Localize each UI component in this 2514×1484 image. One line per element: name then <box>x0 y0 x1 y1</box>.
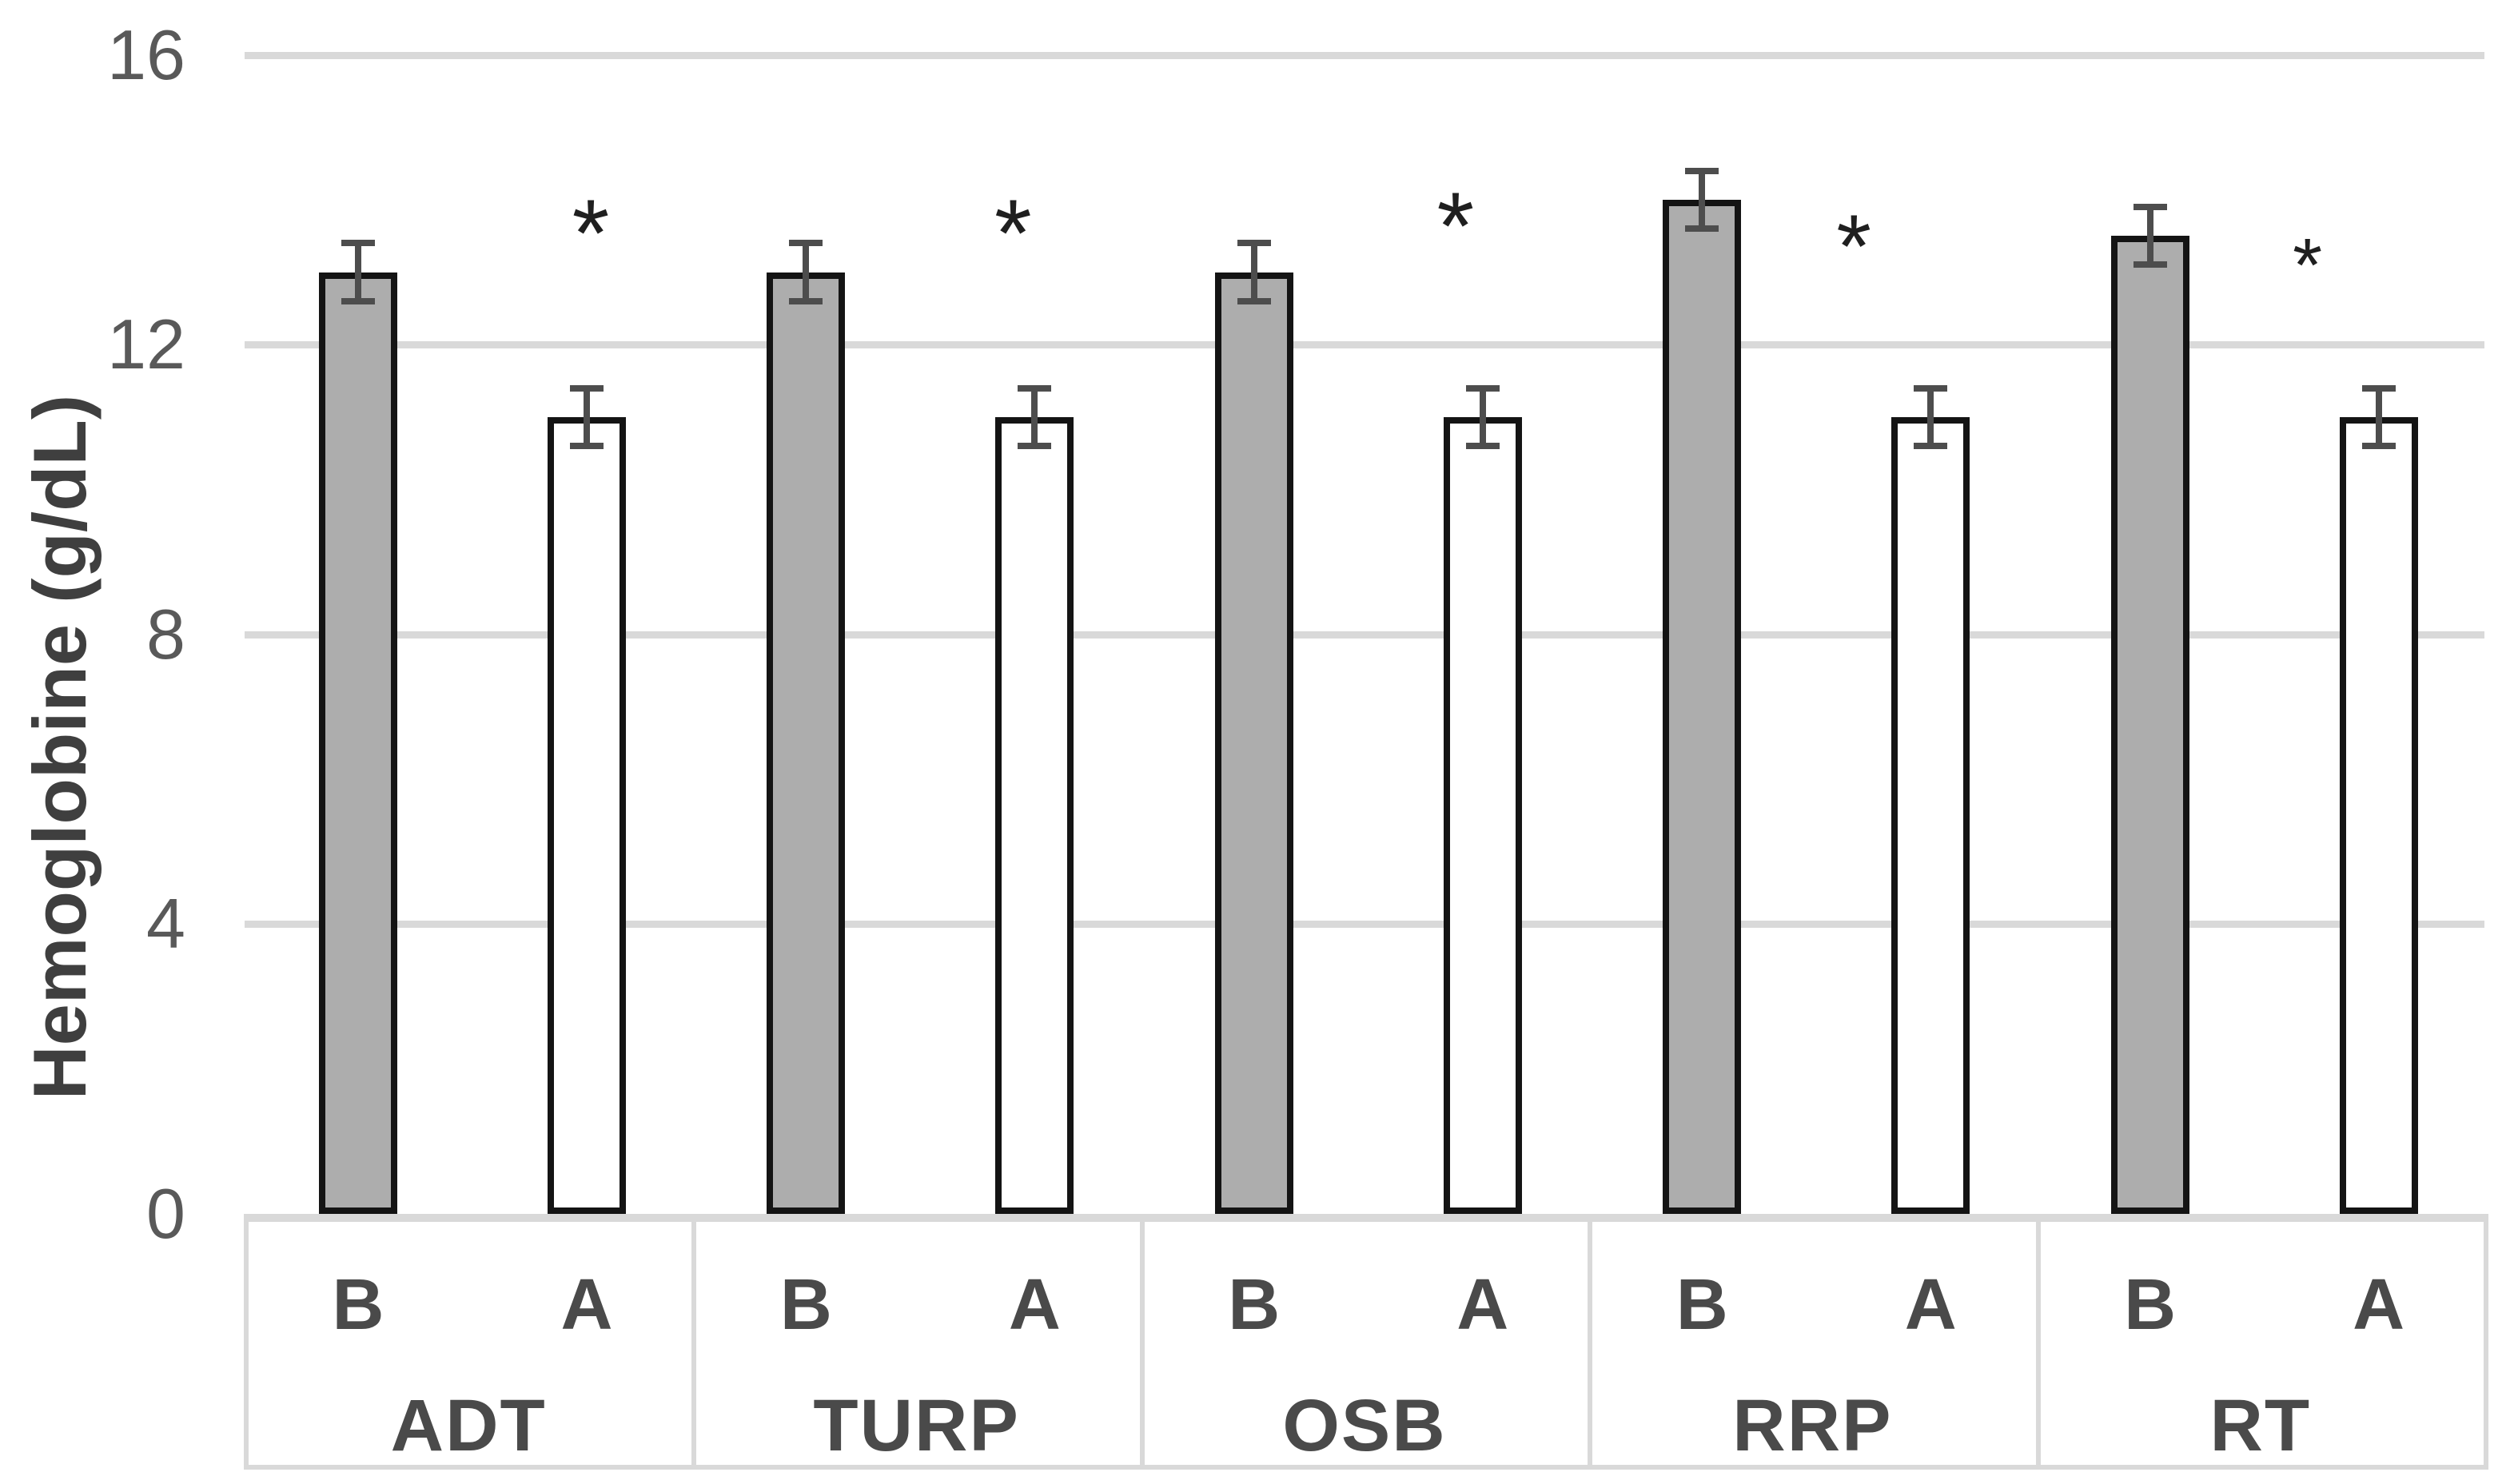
y-tick-label-0: 0 <box>146 1174 185 1253</box>
label-box-bottom-border <box>244 1465 2485 1470</box>
gridline-y4 <box>245 921 2484 929</box>
x-sub-label-a-rrp: A <box>1904 1265 1957 1345</box>
category-cell-divider <box>1588 1214 1593 1470</box>
y-axis-title: Hemoglobine (g/dL) <box>18 394 102 1100</box>
x-sub-label-b-rrp: B <box>1675 1265 1728 1345</box>
error-bar-cap-top <box>1465 384 1500 392</box>
bar-b-rt <box>2110 236 2189 1214</box>
error-bar-cap-top <box>1018 384 1052 392</box>
bar-a-osb <box>1443 416 1522 1214</box>
error-bar-whisker-a-adt <box>584 388 590 447</box>
error-bar-whisker-a-rt <box>2375 388 2382 447</box>
error-bar-cap-bottom <box>2133 261 2167 269</box>
error-bar-cap-bottom <box>570 443 604 450</box>
gridline-y16 <box>245 51 2484 59</box>
y-tick-label-4: 4 <box>146 884 185 964</box>
x-sub-label-b-adt: B <box>332 1265 384 1345</box>
significance-asterisk-turp: * <box>994 180 1032 288</box>
bar-b-turp <box>767 272 846 1214</box>
error-bar-cap-top <box>789 240 823 247</box>
error-bar-whisker-b-turp <box>803 243 810 301</box>
error-bar-cap-bottom <box>1685 225 1719 233</box>
bar-b-rrp <box>1663 199 1742 1214</box>
error-bar-cap-top <box>2133 203 2167 210</box>
y-tick-label-8: 8 <box>146 594 185 674</box>
bar-b-osb <box>1214 272 1293 1214</box>
gridline-y12 <box>245 341 2484 349</box>
x-sub-label-a-rt: A <box>2353 1265 2405 1345</box>
bar-a-adt <box>548 416 626 1214</box>
x-sub-label-b-rt: B <box>2124 1265 2177 1345</box>
error-bar-whisker-a-turp <box>1031 388 1038 447</box>
x-sub-label-a-turp: A <box>1008 1265 1061 1345</box>
error-bar-cap-bottom <box>1465 443 1500 450</box>
error-bar-cap-bottom <box>1914 443 1948 450</box>
bar-a-turp <box>995 416 1074 1214</box>
x-sub-label-b-turp: B <box>779 1265 832 1345</box>
bar-b-adt <box>319 272 397 1214</box>
label-box-side-border <box>2484 1214 2488 1470</box>
significance-asterisk-osb: * <box>1436 172 1475 280</box>
significance-asterisk-rrp: * <box>1836 196 1871 296</box>
x-group-label-turp: TURP <box>813 1385 1020 1466</box>
error-bar-whisker-b-rrp <box>1699 170 1706 229</box>
error-bar-cap-top <box>341 240 375 247</box>
x-sub-label-a-osb: A <box>1456 1265 1509 1345</box>
error-bar-cap-top <box>1685 167 1719 174</box>
error-bar-cap-bottom <box>341 297 375 304</box>
error-bar-cap-bottom <box>789 297 823 304</box>
error-bar-cap-bottom <box>2361 443 2396 450</box>
bar-a-rt <box>2339 416 2418 1214</box>
x-group-label-osb: OSB <box>1282 1385 1447 1466</box>
error-bar-whisker-b-adt <box>355 243 361 301</box>
y-tick-label-16: 16 <box>107 14 185 94</box>
gridline-y8 <box>245 631 2484 639</box>
label-box-side-border <box>244 1214 249 1470</box>
significance-asterisk-rt: * <box>2293 222 2323 308</box>
x-group-label-rt: RT <box>2209 1385 2312 1466</box>
error-bar-whisker-b-osb <box>1250 243 1257 301</box>
x-sub-label-b-osb: B <box>1228 1265 1281 1345</box>
error-bar-cap-bottom <box>1018 443 1052 450</box>
y-tick-label-12: 12 <box>107 304 185 384</box>
x-group-label-rrp: RRP <box>1732 1385 1893 1466</box>
x-group-label-adt: ADT <box>390 1385 547 1466</box>
bar-a-rrp <box>1891 416 1970 1214</box>
x-axis-line <box>244 1214 2485 1222</box>
category-cell-divider <box>1139 1214 1145 1470</box>
error-bar-whisker-b-rt <box>2146 206 2153 265</box>
category-cell-divider <box>691 1214 697 1470</box>
error-bar-cap-top <box>1914 384 1948 392</box>
error-bar-cap-top <box>2361 384 2396 392</box>
error-bar-whisker-a-rrp <box>1927 388 1934 447</box>
x-sub-label-a-adt: A <box>560 1265 613 1345</box>
category-cell-divider <box>2035 1214 2041 1470</box>
error-bar-cap-top <box>570 384 604 392</box>
error-bar-whisker-a-osb <box>1479 388 1486 447</box>
significance-asterisk-adt: * <box>572 180 610 288</box>
error-bar-cap-top <box>1237 240 1271 247</box>
error-bar-cap-bottom <box>1237 297 1271 304</box>
